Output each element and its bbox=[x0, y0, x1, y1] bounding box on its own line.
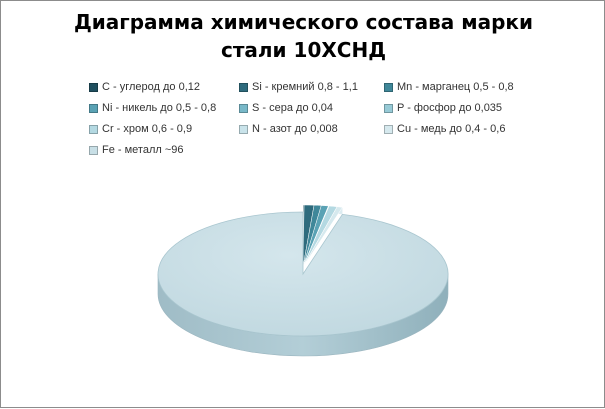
pie-slice bbox=[158, 212, 448, 336]
